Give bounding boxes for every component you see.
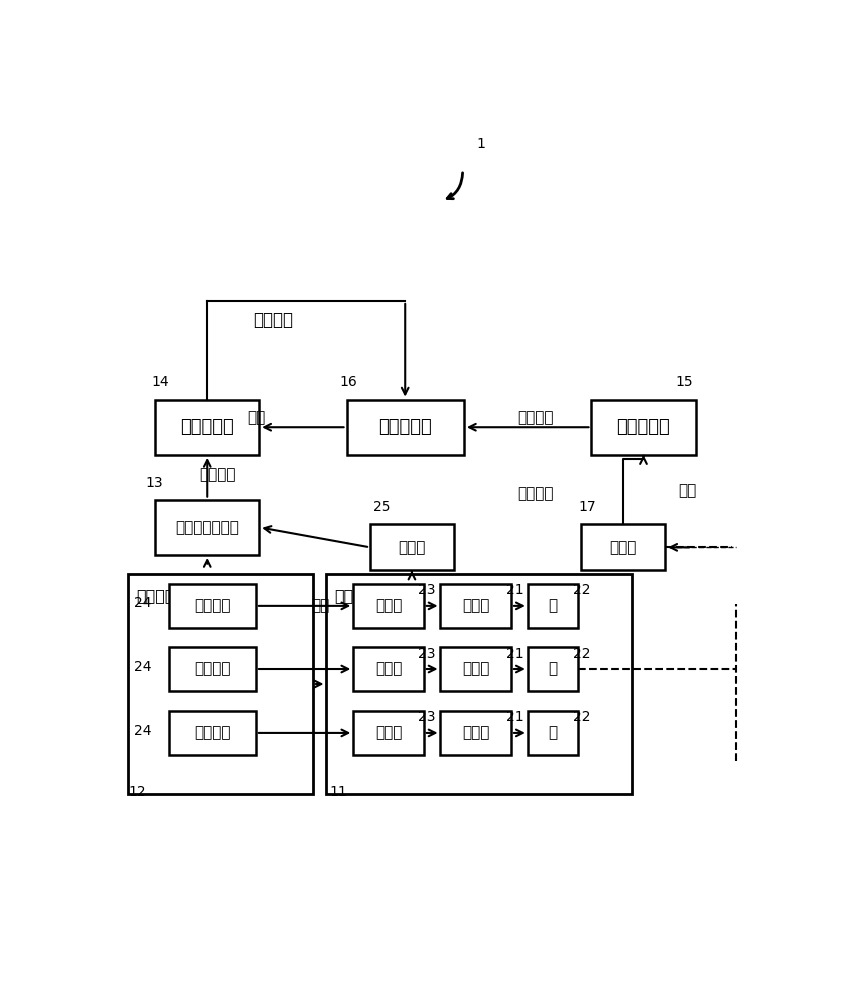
Bar <box>527 711 578 755</box>
Text: 24: 24 <box>133 596 152 610</box>
Text: 内部信息: 内部信息 <box>199 467 236 482</box>
Text: 15: 15 <box>675 375 693 389</box>
Bar <box>353 584 423 628</box>
Text: 12: 12 <box>128 785 146 799</box>
Text: 21: 21 <box>506 647 523 661</box>
Text: 13: 13 <box>145 476 163 490</box>
Bar <box>155 500 259 555</box>
Text: 23: 23 <box>418 583 436 597</box>
Text: 工件: 工件 <box>679 484 697 499</box>
Text: 判定结果: 判定结果 <box>253 311 293 329</box>
Text: 内部信息取得部: 内部信息取得部 <box>175 520 239 535</box>
Text: 测定器: 测定器 <box>610 540 637 555</box>
Text: 轴控制部: 轴控制部 <box>194 725 230 740</box>
Text: 轴: 轴 <box>548 725 558 740</box>
Bar <box>326 574 631 794</box>
Text: 轴控制部: 轴控制部 <box>194 662 230 677</box>
Text: 判定结果: 判定结果 <box>518 410 554 425</box>
Text: 阈值更新部: 阈值更新部 <box>378 418 432 436</box>
Text: 22: 22 <box>572 583 591 597</box>
Bar <box>370 524 454 570</box>
Bar <box>353 711 423 755</box>
Text: 16: 16 <box>339 375 358 389</box>
Bar <box>591 400 695 455</box>
Bar <box>169 647 256 691</box>
Text: 放大器: 放大器 <box>375 725 402 740</box>
Text: 11: 11 <box>330 785 347 799</box>
Bar <box>441 711 511 755</box>
Text: 24: 24 <box>133 660 152 674</box>
Text: 14: 14 <box>152 375 170 389</box>
Text: 电动机: 电动机 <box>462 662 489 677</box>
Bar <box>128 574 313 794</box>
Text: 指令: 指令 <box>311 598 329 613</box>
Bar <box>169 584 256 628</box>
Text: 轴控制部: 轴控制部 <box>194 598 230 613</box>
Bar <box>169 711 256 755</box>
Text: 临时判定部: 临时判定部 <box>180 418 234 436</box>
Text: 25: 25 <box>373 500 391 514</box>
Text: 电动机: 电动机 <box>462 598 489 613</box>
Text: 21: 21 <box>506 710 523 724</box>
Text: 最终判定部: 最终判定部 <box>617 418 670 436</box>
Bar <box>346 400 464 455</box>
Bar <box>155 400 259 455</box>
Text: 1: 1 <box>476 137 485 151</box>
Text: 21: 21 <box>506 583 523 597</box>
Text: 23: 23 <box>418 647 436 661</box>
Text: 放大器: 放大器 <box>375 662 402 677</box>
Text: 放大器: 放大器 <box>375 598 402 613</box>
Text: 22: 22 <box>572 647 591 661</box>
Text: 电动机: 电动机 <box>462 725 489 740</box>
Bar <box>353 647 423 691</box>
Text: 轴: 轴 <box>548 662 558 677</box>
Text: 23: 23 <box>418 710 436 724</box>
Text: 数值控制装置: 数值控制装置 <box>137 588 194 603</box>
Text: 阈值: 阈值 <box>247 410 265 425</box>
Text: 传感器: 传感器 <box>398 540 425 555</box>
Bar <box>527 584 578 628</box>
Bar <box>441 584 511 628</box>
Bar <box>441 647 511 691</box>
Text: 17: 17 <box>578 500 596 514</box>
Text: 加工机械: 加工机械 <box>334 588 373 603</box>
Bar <box>581 524 665 570</box>
Text: 轴: 轴 <box>548 598 558 613</box>
Bar <box>527 647 578 691</box>
Text: 24: 24 <box>133 724 152 738</box>
Text: 22: 22 <box>572 710 591 724</box>
Text: 实测结果: 实测结果 <box>518 486 554 501</box>
